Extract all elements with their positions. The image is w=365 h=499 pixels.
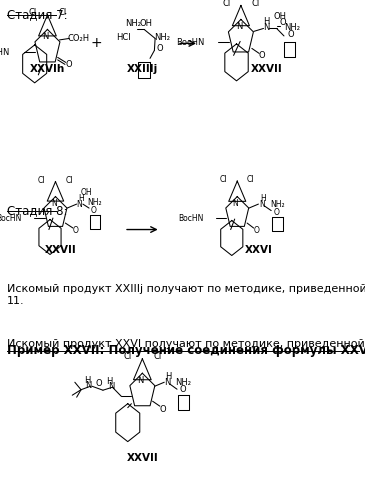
Text: Стадия 7:: Стадия 7:: [7, 8, 67, 21]
Text: H: H: [106, 377, 113, 386]
Text: HCl: HCl: [116, 33, 130, 42]
Text: N: N: [76, 200, 82, 209]
Text: H: H: [263, 17, 270, 26]
Text: N: N: [263, 23, 270, 32]
Text: N: N: [236, 22, 242, 31]
Text: XXVII: XXVII: [45, 246, 76, 255]
Text: N: N: [164, 378, 170, 387]
Text: O: O: [179, 385, 186, 394]
Text: N: N: [233, 199, 238, 208]
Text: H: H: [78, 194, 84, 203]
Text: O: O: [160, 405, 166, 414]
Text: BocHN: BocHN: [0, 48, 9, 57]
Text: NH₂: NH₂: [284, 23, 300, 32]
Text: XXVII: XXVII: [251, 64, 282, 74]
Text: N: N: [137, 376, 144, 385]
Text: Cl: Cl: [251, 0, 260, 8]
Text: BocHN: BocHN: [176, 38, 204, 47]
Text: O: O: [288, 30, 295, 39]
Text: H: H: [84, 376, 90, 385]
Text: XXVII: XXVII: [127, 453, 158, 463]
Text: O: O: [274, 208, 280, 217]
Text: NH₂: NH₂: [125, 19, 141, 28]
Text: Искомый продукт XXIIIj получают по методике, приведенной в Примере XXIII, стадия: Искомый продукт XXIIIj получают по метод…: [7, 284, 365, 306]
Text: OH: OH: [81, 188, 92, 197]
Text: N: N: [259, 200, 265, 209]
Text: BocHN: BocHN: [0, 214, 22, 223]
Text: N: N: [85, 381, 92, 390]
Text: N: N: [51, 199, 57, 208]
Text: N: N: [42, 32, 49, 41]
Text: O: O: [73, 226, 78, 235]
Text: Cl: Cl: [65, 176, 73, 185]
Text: OH: OH: [139, 19, 153, 28]
Text: O: O: [259, 51, 265, 60]
Text: Искомый продукт XXVI получают по методике, приведенной в Примере XXIII, стадия 1: Искомый продукт XXVI получают по методик…: [7, 339, 365, 349]
Text: NH₂: NH₂: [88, 198, 102, 207]
Text: H: H: [261, 194, 266, 203]
Text: XXIIIj: XXIIIj: [127, 64, 158, 74]
Text: +: +: [91, 36, 103, 50]
Text: XXVI: XXVI: [245, 246, 273, 255]
Text: O: O: [156, 44, 163, 53]
Text: NH₂: NH₂: [270, 200, 285, 209]
Text: Cl: Cl: [220, 175, 227, 184]
Text: Cl: Cl: [153, 352, 162, 361]
Text: Cl: Cl: [123, 352, 131, 361]
Text: O: O: [91, 206, 97, 215]
Text: Cl: Cl: [38, 176, 46, 185]
Text: Пример XXVII: Получение соединения формулы XXVII:: Пример XXVII: Получение соединения форму…: [7, 344, 365, 357]
Text: O: O: [95, 379, 102, 388]
Text: Стадия 8:: Стадия 8:: [7, 205, 67, 218]
Text: Cl: Cl: [247, 175, 255, 184]
Text: CO₂H: CO₂H: [68, 34, 89, 43]
Text: Cl: Cl: [58, 8, 67, 17]
Text: O: O: [65, 60, 72, 69]
Text: OH: OH: [274, 12, 287, 21]
Text: H: H: [165, 372, 172, 381]
Text: N: N: [108, 382, 115, 391]
Text: O: O: [280, 18, 287, 27]
Text: NH₂: NH₂: [154, 33, 170, 42]
Text: O: O: [253, 226, 259, 235]
Text: NH₂: NH₂: [175, 378, 191, 387]
Text: XXVIh: XXVIh: [30, 64, 65, 74]
Text: Cl: Cl: [28, 8, 36, 17]
Text: BocHN: BocHN: [178, 214, 203, 223]
Text: Cl: Cl: [222, 0, 231, 8]
